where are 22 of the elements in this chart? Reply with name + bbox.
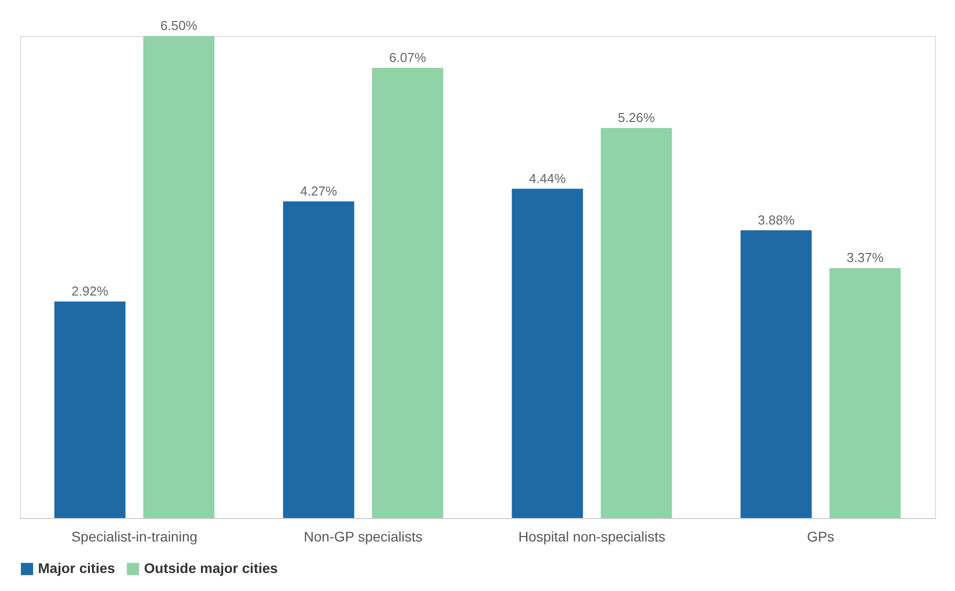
data-label: 6.07% [389,50,426,65]
legend-label: Major cities [38,560,116,576]
x-tick-label: Hospital non-specialists [518,528,666,544]
bar [512,188,583,518]
bar [283,201,354,518]
data-label: 3.37% [846,250,884,266]
x-tick-label: GPs [807,528,834,544]
data-label: 2.92% [71,283,109,298]
bar [143,36,214,518]
bar [372,68,444,518]
data-label: 6.50% [160,18,198,33]
bar [54,301,126,518]
x-tick-label: Non-GP specialists [304,528,423,544]
x-tick-label: Specialist-in-training [71,528,198,544]
data-label: 5.26% [618,110,656,125]
data-label: 3.88% [758,212,796,228]
bar [740,230,812,518]
data-label: 4.27% [300,183,338,198]
legend-label: Outside major cities [144,560,278,576]
data-label: 4.44% [528,170,566,186]
bar [600,128,672,518]
bar [830,268,901,518]
